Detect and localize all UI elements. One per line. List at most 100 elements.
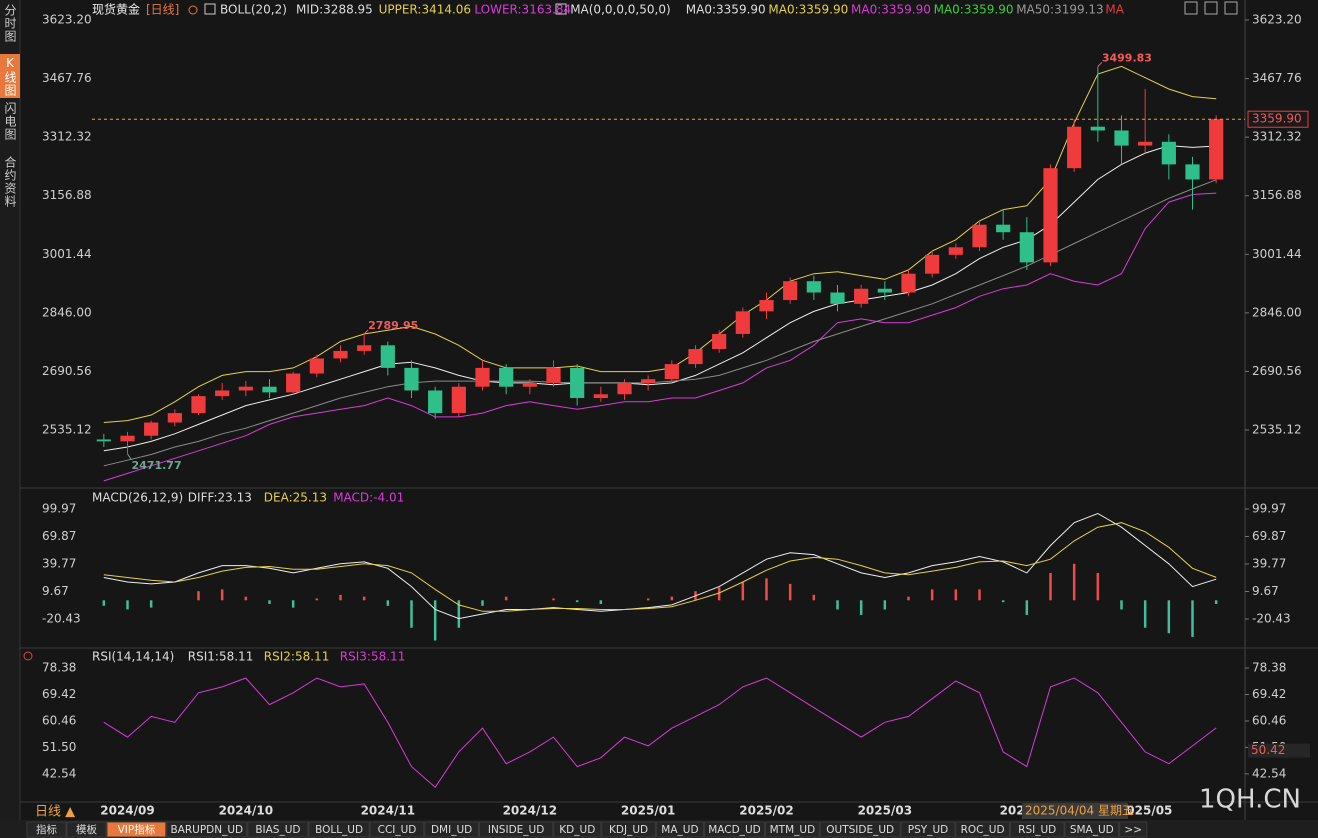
indicator-icon[interactable] [555,3,567,15]
tab[interactable] [765,821,820,838]
candle-body [806,281,821,293]
tab-label[interactable]: MA_UD [661,824,698,836]
candle-body [570,367,585,399]
candle-body [144,422,159,436]
window-button[interactable] [1184,1,1198,15]
legend-item: MACD:-4.01 [333,491,404,505]
x-tick-label: 2025/03 [858,804,912,818]
indicator-icon[interactable] [23,651,33,661]
tab[interactable] [26,821,67,838]
tab-label[interactable]: INSIDE_UD [488,824,544,836]
window-button[interactable] [1224,1,1238,15]
tab[interactable] [601,821,656,838]
tab[interactable] [955,821,1010,838]
y-tick-label: 78.38 [42,661,76,675]
tab-label[interactable]: RSI_UD [1018,824,1056,836]
sidebar-item[interactable]: 闪电图 [3,102,17,141]
sidebar-item[interactable]: K线图 [3,56,17,97]
tab-label[interactable]: OUTSIDE_UD [826,824,894,836]
y-tick-label-right: 3467.76 [1252,71,1302,85]
tab[interactable] [247,821,309,838]
tab-label[interactable]: PSY_UD [908,824,948,836]
tab-label[interactable]: BIAS_UD [255,824,300,836]
tab-label[interactable]: KD_UD [559,824,595,836]
y-tick-label: 51.50 [42,740,76,754]
tab-label[interactable]: CCI_UD [378,824,417,836]
candle-body [1019,232,1034,263]
candle-body [783,281,798,301]
tab[interactable] [66,821,107,838]
tab[interactable] [1064,821,1120,838]
tab[interactable] [1009,821,1065,838]
candle-body [96,439,111,442]
tab-label[interactable]: MTM_UD [770,824,816,836]
cursor-value: 50.42 [1251,743,1285,757]
candle-body [380,345,395,368]
candle-body [546,367,561,383]
candle-body [854,288,869,304]
tab[interactable] [819,821,901,838]
x-tick-label: 2024/10 [219,804,273,818]
tab[interactable] [478,821,554,838]
tab[interactable] [900,821,956,838]
legend-item: RSI1:58.11 [188,650,254,664]
candle-body [759,300,774,312]
candle-body [1161,141,1176,165]
last-price-label: 3359.90 [1252,112,1302,126]
cursor-date: 2025/04/04 星期五 [1025,804,1134,818]
tab-label[interactable]: ROC_UD [961,824,1005,836]
tab-label[interactable]: 模板 [76,823,97,836]
candle-body [357,345,372,351]
candle-body [1090,126,1105,131]
y-tick-label: 3623.20 [42,13,92,27]
tab-label[interactable]: DMI_UD [431,824,472,836]
tab[interactable] [553,821,602,838]
y-tick-label-right: 2846.00 [1252,305,1302,319]
tab-label[interactable]: VIP指标 [118,823,156,836]
sidebar-item[interactable]: 分时图 [3,4,17,43]
y-tick-label-right: 3312.32 [1252,130,1302,144]
tab-label[interactable]: BARUPDN_UD [170,824,243,836]
extreme-label: 2471.77 [132,459,182,472]
y-tick-label-right: 3623.20 [1252,13,1302,27]
candle-body [262,386,277,393]
candle-body [688,349,703,365]
candle-body [286,373,301,393]
tab-label[interactable]: KDJ_UD [609,824,648,836]
tab[interactable] [369,821,425,838]
tab-label[interactable]: BOLL_UD [315,824,363,836]
tab[interactable] [166,821,248,838]
candle-body [1043,168,1058,263]
indicator-line [103,192,1217,482]
tab[interactable] [703,821,766,838]
tab-label[interactable]: SMA_UD [1070,824,1114,836]
candle-body [238,386,253,391]
tab[interactable] [1119,821,1148,838]
tab[interactable] [424,821,479,838]
x-tick-label: 2025/05 [1118,804,1172,818]
legend-item: DEA:25.13 [264,491,327,505]
settings-icon[interactable] [188,5,198,15]
indicator-icon[interactable] [204,3,216,15]
tab[interactable] [308,821,370,838]
y-tick-label-right: 39.77 [1252,556,1286,570]
tab[interactable] [655,821,704,838]
candle-body [191,396,206,414]
y-tick-label-right: 78.38 [1252,661,1286,675]
y-tick-label: 2846.00 [42,305,92,319]
period-toggle[interactable]: 日线 ▲ [35,805,75,820]
y-tick-label-right: 2690.56 [1252,364,1302,378]
tab-label[interactable]: MACD_UD [708,824,761,836]
y-tick-label: 99.97 [42,501,76,515]
tab[interactable] [106,821,167,838]
sidebar-item[interactable]: 合约资料 [3,155,17,208]
window-button[interactable] [1204,1,1218,15]
x-tick-label: 2024/09 [100,804,154,818]
candle-body [617,382,632,395]
cursor-value-box [1248,743,1310,758]
tab-label[interactable]: >> [1124,824,1142,836]
legend-item: MACD(26,12,9) [92,491,183,505]
legend-item: BOLL(20,2) [220,3,287,17]
tab-label[interactable]: 指标 [36,823,57,836]
